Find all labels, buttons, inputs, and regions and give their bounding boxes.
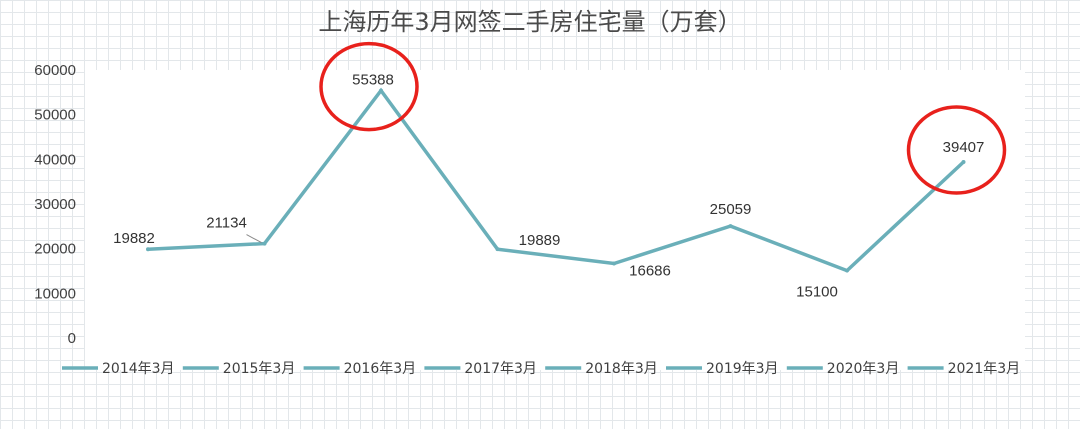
legend-item: 2018年3月 bbox=[545, 361, 658, 377]
data-point bbox=[379, 88, 383, 93]
legend-item: 2021年3月 bbox=[907, 361, 1021, 377]
data-label: 19889 bbox=[519, 232, 561, 249]
y-tick-label: 60000 bbox=[34, 62, 76, 79]
legend-item: 2015年3月 bbox=[182, 361, 296, 377]
legend: 2014年3月 2015年3月 2016年3月 2017年3月 2018年3月 2019年… bbox=[62, 361, 1020, 377]
legend-label: 2020年3月 bbox=[827, 361, 900, 377]
data-label: 19882 bbox=[113, 230, 155, 247]
legend-label: 2018年3月 bbox=[585, 361, 658, 377]
highlight-circle bbox=[906, 105, 1007, 195]
highlight-circle bbox=[319, 41, 419, 132]
data-point bbox=[262, 241, 267, 246]
y-tick-label: 10000 bbox=[34, 285, 76, 302]
data-point bbox=[961, 159, 966, 164]
data-label: 16686 bbox=[629, 262, 671, 279]
legend-label: 2016年3月 bbox=[344, 361, 417, 377]
y-tick-label: 30000 bbox=[34, 196, 76, 213]
data-label: 15100 bbox=[796, 284, 838, 301]
plot-area bbox=[85, 70, 1025, 370]
legend-label: 2019年3月 bbox=[706, 361, 779, 377]
legend-item: 2014年3月 bbox=[62, 361, 175, 377]
data-label: 39407 bbox=[943, 139, 985, 156]
y-tick-label: 40000 bbox=[34, 151, 76, 168]
data-point bbox=[728, 224, 733, 229]
y-axis-tick-labels: 0 10000 20000 30000 40000 50000 60000 bbox=[34, 62, 76, 347]
label-leader-line bbox=[246, 234, 262, 244]
series-layer bbox=[146, 87, 966, 273]
data-point bbox=[146, 247, 150, 252]
data-point bbox=[612, 261, 616, 266]
data-point bbox=[495, 247, 500, 252]
data-labels: 19882 21134 55388 19889 16686 25059 15100 39407 bbox=[113, 72, 984, 301]
legend-item: 2020年3月 bbox=[786, 361, 900, 377]
legend-label: 2021年3月 bbox=[948, 361, 1021, 377]
legend-label: 2017年3月 bbox=[464, 361, 537, 377]
y-tick-label: 0 bbox=[68, 330, 76, 347]
chart-title: 上海历年3月网签二手房住宅量（万套） bbox=[318, 8, 741, 36]
legend-item: 2017年3月 bbox=[424, 361, 537, 377]
legend-label: 2015年3月 bbox=[223, 361, 296, 377]
legend-item: 2019年3月 bbox=[666, 361, 779, 377]
legend-label: 2014年3月 bbox=[102, 361, 175, 377]
y-tick-label: 20000 bbox=[34, 241, 76, 258]
data-label: 21134 bbox=[206, 215, 247, 232]
data-label: 25059 bbox=[710, 201, 752, 218]
series-line bbox=[147, 87, 965, 273]
highlight-circles bbox=[319, 41, 1007, 195]
data-point bbox=[845, 268, 849, 273]
legend-item: 2016年3月 bbox=[303, 361, 417, 377]
data-label: 55388 bbox=[352, 72, 394, 89]
y-tick-label: 50000 bbox=[34, 107, 76, 124]
